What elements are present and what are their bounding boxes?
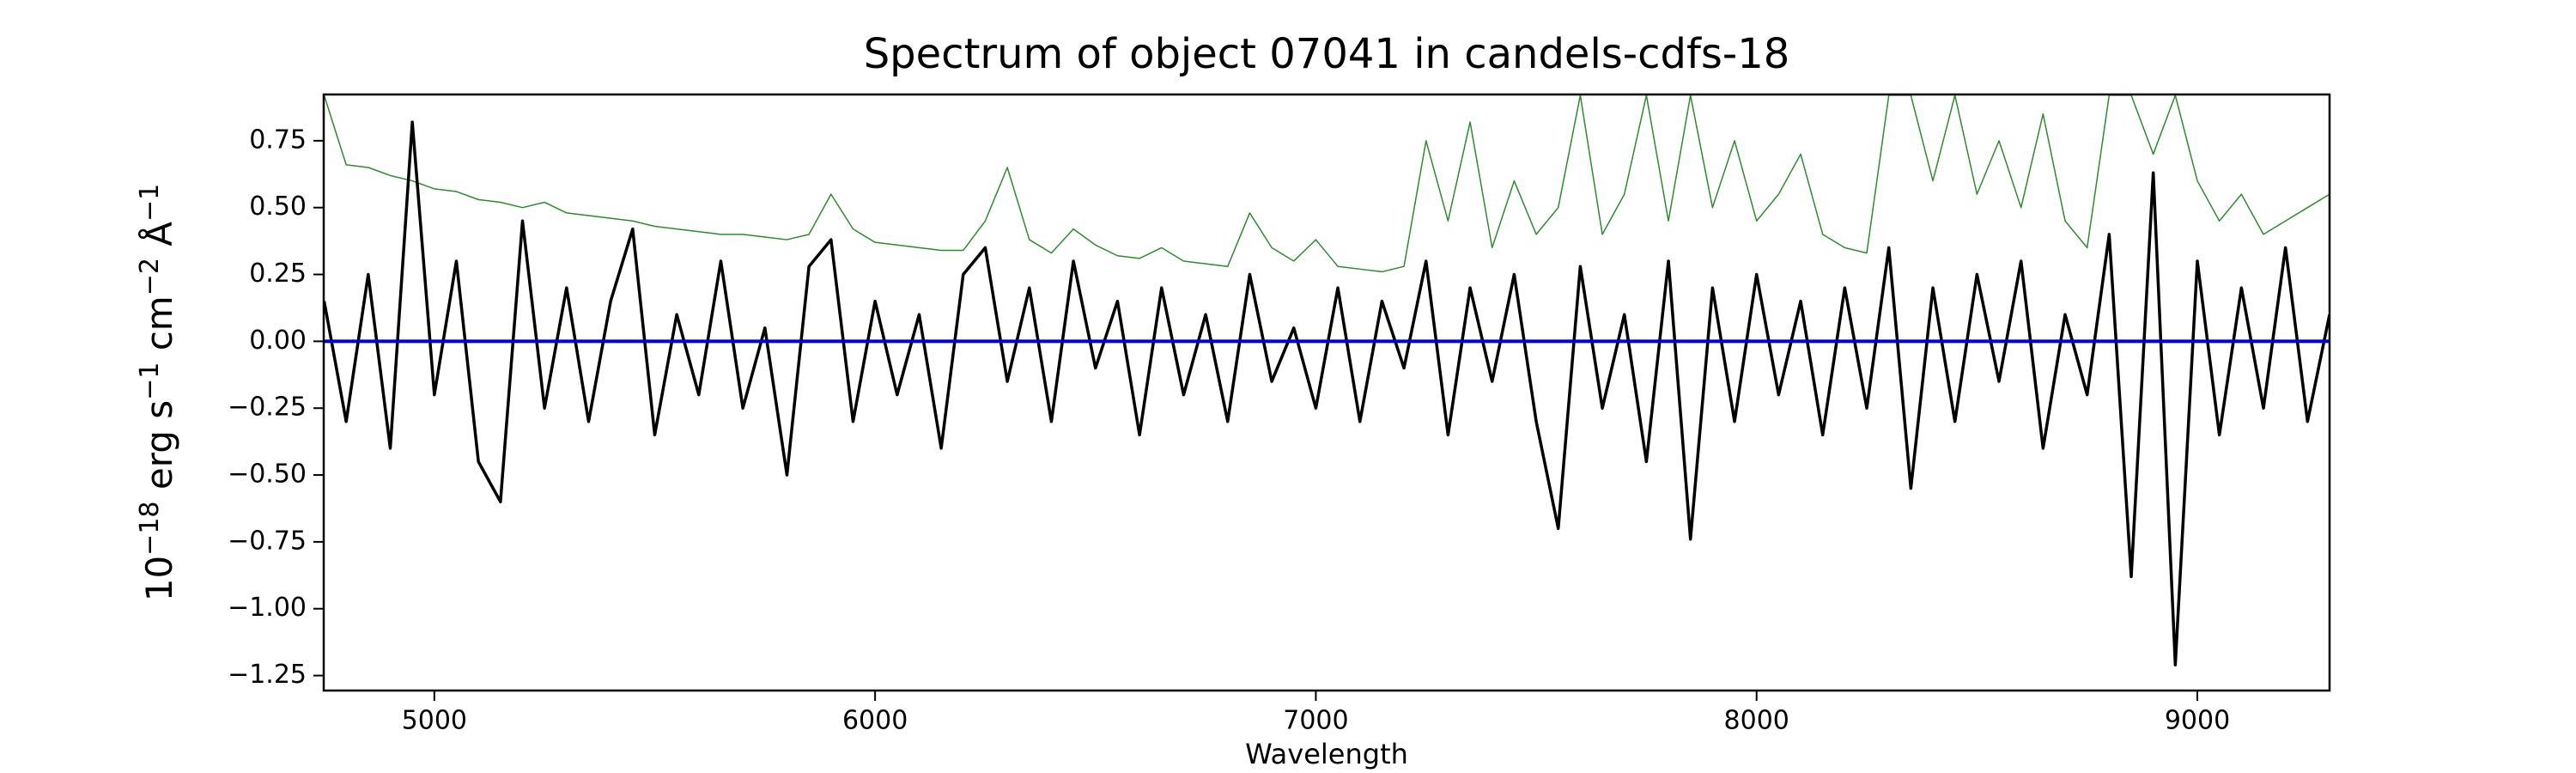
y-tick-label: −1.25 [228, 660, 307, 690]
y-tick-label: −0.25 [228, 393, 307, 423]
y-tick-label: 0.00 [249, 326, 307, 356]
y-tick-label: 0.50 [249, 192, 307, 222]
y-tick-label: −1.00 [228, 593, 307, 623]
y-label-superscript: −18 [135, 502, 165, 556]
x-tick-label: 5000 [402, 706, 467, 736]
spectrum-line [324, 94, 2330, 273]
y-label-superscript: −1 [135, 184, 165, 222]
y-tick-label: −0.50 [228, 460, 307, 490]
plot-frame [322, 93, 2331, 692]
y-label-text: cm [138, 295, 180, 362]
y-label-superscript: −2 [135, 258, 165, 295]
y-tick-label: 0.75 [249, 125, 307, 155]
x-tick-label: 9000 [2165, 706, 2230, 736]
x-tick-label: 8000 [1724, 706, 1789, 736]
y-label-superscript: −1 [135, 362, 165, 400]
x-tick-label: 7000 [1283, 706, 1348, 736]
x-tick-label: 6000 [842, 706, 908, 736]
y-tick-label: −0.75 [228, 526, 307, 556]
y-axis-label: 10−18 erg s−1 cm−2 Å−1 [135, 184, 180, 602]
x-axis-label: Wavelength [1245, 738, 1408, 770]
chart-title: Spectrum of object 07041 in candels-cdfs… [864, 30, 1790, 78]
spectrum-line [324, 120, 2330, 666]
y-label-text: erg s [138, 400, 180, 502]
y-tick-label: 0.25 [249, 259, 307, 289]
plot-area [324, 94, 2330, 666]
y-label-text: 10 [138, 556, 180, 601]
y-label-text: Å [137, 222, 180, 258]
